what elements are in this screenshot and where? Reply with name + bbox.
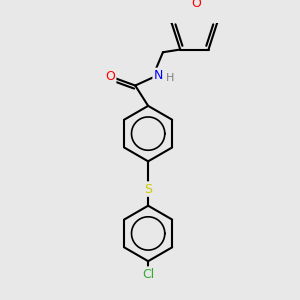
Text: H: H (166, 73, 175, 83)
Text: Cl: Cl (142, 268, 154, 281)
Text: S: S (144, 183, 152, 196)
Text: O: O (105, 70, 115, 83)
Text: N: N (154, 69, 163, 82)
Text: O: O (191, 0, 201, 10)
